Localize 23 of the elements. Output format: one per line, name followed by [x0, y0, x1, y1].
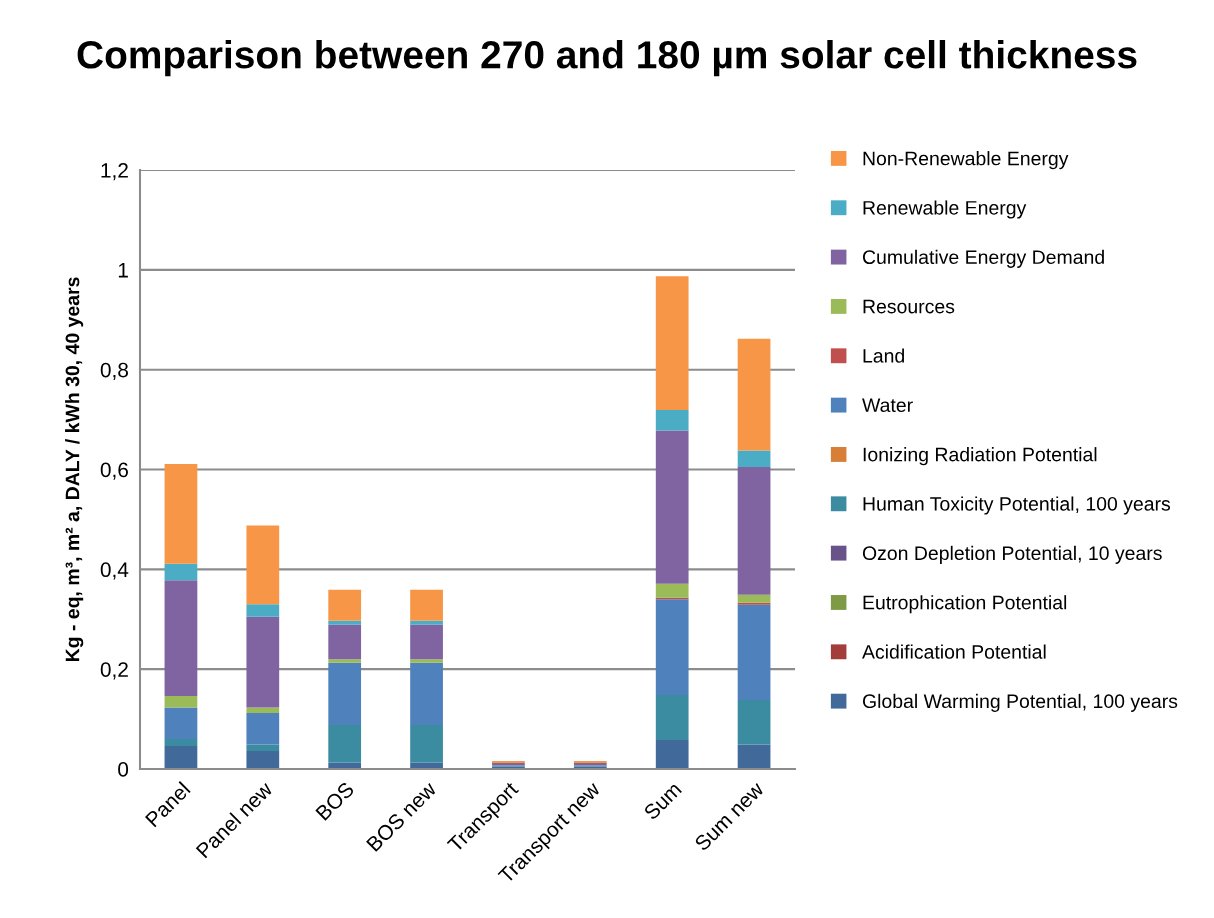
x-tick-label: Sum new: [693, 780, 765, 852]
legend-label: Ozon Depletion Potential, 10 years: [862, 545, 1162, 564]
legend-label: Cumulative Energy Demand: [862, 249, 1104, 268]
y-axis-title: Kg - eq, m³, m² a, DALY / kWh 30, 40 years: [65, 277, 84, 662]
y-tick-label: 1,2: [101, 163, 128, 181]
legend-label: Global Warming Potential, 100 years: [862, 693, 1178, 712]
y-tick-label: 0,8: [100, 362, 128, 380]
legend-label: Eutrophication Potential: [863, 595, 1067, 614]
y-tick-label: 0: [118, 762, 129, 777]
y-tick-label: 1: [118, 263, 128, 278]
chart-title: Comparison between 270 and 180 µm solar cell thickness: [77, 40, 1137, 77]
y-tick-label: 0,4: [100, 562, 129, 580]
legend-label: Resources: [863, 299, 955, 314]
legend-label: Water: [862, 398, 913, 413]
y-tick-label: 0,6: [100, 462, 128, 480]
y-tick-label: 0,2: [100, 662, 128, 680]
legend-label: Acidification Potential: [862, 644, 1046, 659]
legend-label: Non-Renewable Energy: [863, 151, 1069, 170]
legend-label: Human Toxicity Potential, 100 years: [863, 496, 1171, 515]
legend-label: Renewable Energy: [863, 200, 1027, 219]
legend-label: Ionizing Radiation Potential: [863, 447, 1097, 466]
legend-label: Land: [863, 348, 904, 363]
x-tick-label: Sum: [642, 781, 683, 821]
